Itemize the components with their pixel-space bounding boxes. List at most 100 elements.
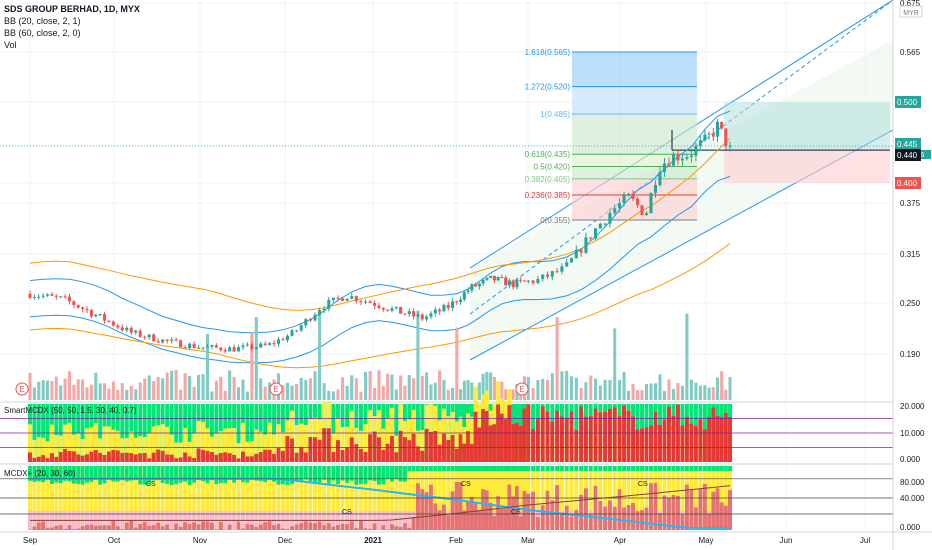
candle-body — [228, 347, 232, 352]
osc2-green-bar — [484, 466, 489, 472]
candle-body — [134, 330, 138, 333]
osc2-red-bar — [424, 492, 429, 530]
osc2-green-bar — [258, 466, 263, 482]
volume-bar — [254, 317, 258, 400]
candle-body — [412, 311, 416, 317]
volume-bar — [156, 376, 160, 400]
candle-body — [477, 283, 481, 287]
osc2-red-bar — [209, 522, 214, 530]
candle-body — [451, 301, 455, 309]
earnings-marker-0 — [15, 382, 29, 396]
candle-body — [290, 330, 294, 336]
candle-body — [644, 213, 649, 216]
volume-bar — [451, 387, 455, 400]
candle-body — [205, 346, 210, 348]
osc2-red-bar — [76, 528, 81, 530]
osc1-red-bar — [129, 453, 134, 462]
osc2-green-bar — [402, 466, 407, 482]
time-tick-9: Jun — [780, 536, 793, 545]
osc1-yellow-bar — [263, 434, 268, 462]
candle-body — [313, 314, 317, 321]
volume-bar — [720, 371, 724, 400]
osc2-green-bar — [473, 466, 478, 472]
osc2-red-bar — [174, 523, 179, 530]
osc2-cs-label-3: CS — [511, 509, 521, 516]
osc2-red-bar — [32, 526, 37, 530]
osc2-green-bar — [531, 466, 536, 472]
osc1-red-bar — [196, 448, 201, 462]
candle-body — [504, 277, 508, 286]
volume-bar — [174, 370, 178, 400]
osc1-red-bar — [540, 406, 545, 462]
bb20-legend[interactable]: BB (20, close, 2, 1) — [4, 16, 81, 26]
osc1-red-bar — [45, 458, 50, 462]
volume-bar — [394, 389, 398, 400]
osc2-red-bar — [583, 488, 588, 530]
osc1-red-bar — [680, 425, 685, 462]
osc1-red-bar — [666, 406, 671, 462]
fib-label-7: 0(0.355) — [540, 216, 570, 225]
osc1-yellow-bar — [106, 426, 111, 462]
osc2-green-bar — [649, 466, 653, 472]
volume-bar — [724, 389, 728, 400]
osc2-red-bar — [372, 523, 377, 530]
osc1-yellow-bar — [49, 424, 54, 462]
osc2-red-bar — [635, 511, 640, 530]
osc1-yellow-bar — [469, 416, 474, 462]
osc1-red-bar — [345, 446, 350, 462]
volume-bar — [492, 376, 496, 400]
volume-legend[interactable]: Vol — [4, 40, 17, 50]
bb60-legend[interactable]: BB (60, close, 2, 0) — [4, 28, 81, 38]
osc2-green-bar — [76, 466, 81, 485]
osc2-green-bar — [54, 466, 59, 483]
osc2-red-bar — [411, 517, 416, 530]
osc2-red-bar — [67, 525, 72, 530]
osc2-red-bar — [526, 493, 531, 530]
osc1-red-bar — [214, 454, 219, 462]
osc2-red-bar — [345, 524, 350, 530]
volume-bar — [565, 370, 569, 400]
osc2-green-bar — [169, 466, 174, 486]
osc2-red-bar — [263, 522, 268, 530]
osc2-green-bar — [63, 466, 68, 481]
osc2-red-bar — [45, 527, 50, 530]
osc2-green-bar — [522, 466, 527, 472]
osc2-green-bar — [394, 466, 399, 479]
osc1-yellow-bar — [178, 442, 183, 462]
osc2-red-bar — [102, 525, 107, 530]
osc2-green-bar — [102, 466, 107, 484]
osc2-green-bar — [526, 466, 531, 472]
osc2-red-bar — [631, 502, 636, 530]
osc2-green-bar — [232, 466, 237, 483]
osc2-red-bar — [36, 522, 41, 530]
osc2-green-bar — [666, 466, 671, 472]
fib-label-1: 1.272(0.520) — [525, 83, 571, 92]
osc2-red-bar — [437, 510, 442, 530]
volume-bar — [635, 390, 640, 400]
osc1-yellow-bar — [280, 432, 285, 462]
volume-bar — [550, 373, 554, 400]
candle-body — [598, 223, 602, 229]
osc2-green-bar — [711, 466, 716, 472]
osc1-red-bar — [689, 423, 694, 462]
osc2-green-bar — [545, 466, 550, 472]
osc1-yellow-bar — [340, 427, 345, 462]
osc1-red-bar — [245, 456, 250, 462]
osc2-green-bar — [326, 466, 331, 485]
candle-body — [694, 145, 698, 156]
osc2-green-bar — [368, 466, 373, 481]
osc1-yellow-bar — [272, 434, 277, 462]
osc1-yellow-bar — [236, 443, 241, 462]
osc2-red-bar — [402, 523, 407, 530]
volume-bar — [245, 391, 249, 400]
osc1-red-bar — [644, 427, 649, 462]
volume-bar — [680, 385, 684, 400]
symbol-title[interactable]: SDS GROUP BERHAD, 1D, MYX — [4, 4, 140, 14]
osc2-green-bar — [723, 466, 728, 472]
osc2-red-bar — [354, 527, 359, 530]
candle-body — [156, 341, 160, 343]
osc1-red-bar — [702, 429, 707, 462]
volume-bar — [281, 385, 285, 400]
price-axis-bg — [893, 0, 932, 532]
